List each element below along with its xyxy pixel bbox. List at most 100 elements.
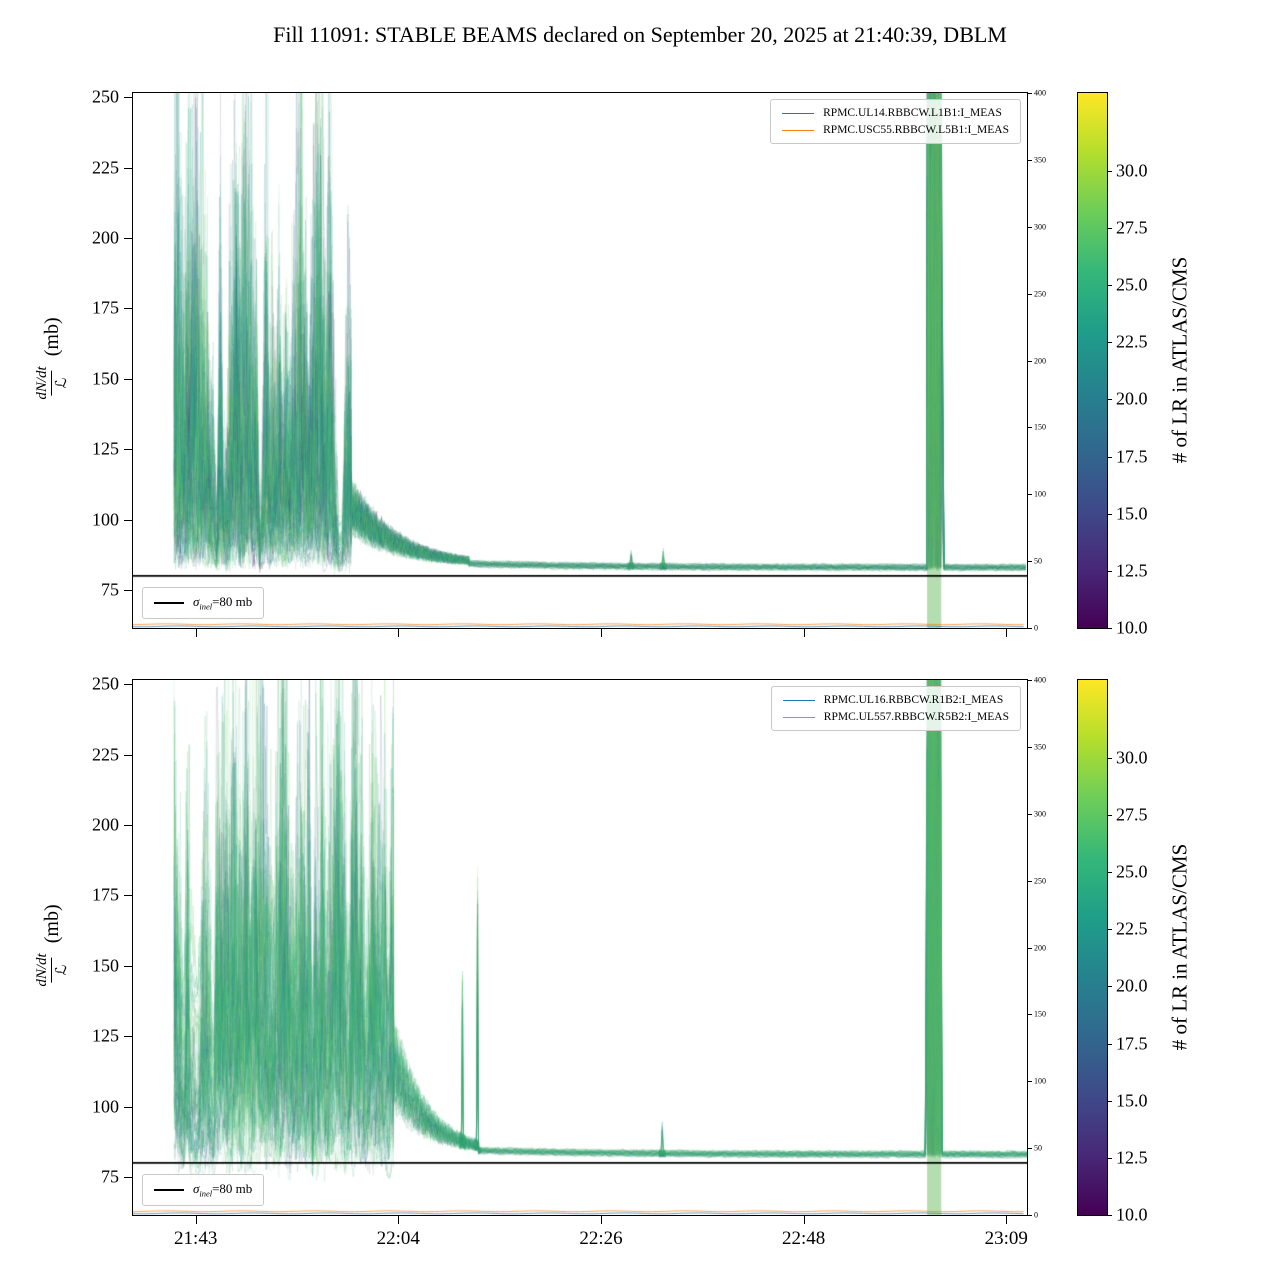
colorbar-tick	[1108, 1043, 1112, 1045]
ylabel-denominator: ℒ	[51, 370, 70, 396]
colorbar-tick	[1108, 342, 1112, 344]
right-y-tick-label: 50	[1034, 556, 1042, 566]
right-y-tick	[1028, 427, 1032, 429]
right-y-tick	[1028, 1081, 1032, 1083]
colorbar-tick-label: 12.5	[1116, 1147, 1148, 1168]
right-y-tick-label: 400	[1034, 88, 1046, 98]
plot-area-bottom: RPMC.UL16.RBBCW.R1B2:I_MEAS RPMC.UL557.R…	[132, 679, 1028, 1216]
right-y-tick-label: 300	[1034, 222, 1046, 232]
right-y-tick-label: 250	[1034, 876, 1046, 886]
colorbar-tick	[1108, 872, 1112, 874]
colorbar-tick-label: 10.0	[1116, 617, 1148, 638]
legend-line-orange-icon	[782, 716, 815, 718]
y-tick-label: 125	[92, 438, 119, 459]
colorbar-tick-label: 20.0	[1116, 388, 1148, 409]
sigma-line-icon	[154, 1189, 184, 1192]
colorbar-tick-label: 15.0	[1116, 503, 1148, 524]
right-y-tick	[1028, 360, 1032, 362]
colorbar-tick-label: 25.0	[1116, 861, 1148, 882]
x-tick	[601, 1216, 602, 1224]
y-tick	[124, 238, 132, 239]
legend-label: RPMC.UL16.RBBCW.R1B2:I_MEAS	[823, 694, 1004, 706]
legend-line-blue-icon	[782, 112, 815, 114]
y-axis-label-bottom: dN/dt ℒ (mb)	[34, 904, 70, 989]
x-tick	[601, 629, 602, 637]
y-axis-label-top: dN/dt ℒ (mb)	[34, 317, 70, 402]
y-tick-label: 250	[92, 673, 119, 694]
colorbar-tick	[1108, 1157, 1112, 1159]
y-tick	[124, 97, 132, 99]
legend-entry: RPMC.USC55.RBBCW.L5B1:I_MEAS	[782, 124, 1009, 136]
right-y-tick	[1028, 1148, 1032, 1150]
colorbar-tick-label: 22.5	[1116, 331, 1148, 352]
legend-label: RPMC.UL557.RBBCW.R5B2:I_MEAS	[823, 711, 1009, 723]
y-tick-label: 100	[92, 1096, 119, 1117]
y-tick-label: 150	[92, 368, 119, 389]
x-tick	[803, 1216, 805, 1224]
y-tick-label: 125	[92, 1025, 119, 1046]
legend-entry: RPMC.UL14.RBBCW.L1B1:I_MEAS	[782, 107, 1009, 119]
y-tick	[124, 895, 132, 897]
y-tick	[124, 1036, 132, 1038]
right-y-tick-label: 350	[1034, 742, 1046, 752]
colorbar-tick-label: 22.5	[1116, 918, 1148, 939]
right-y-tick-label: 0	[1034, 623, 1038, 633]
y-tick-label: 175	[92, 297, 119, 318]
y-tick	[124, 754, 132, 756]
sigma-legend-box-top: σinel=80 mb	[142, 587, 265, 619]
sigma-value: =80 mb	[212, 594, 253, 610]
y-tick-label: 200	[92, 814, 119, 835]
right-y-tick-label: 150	[1034, 422, 1046, 432]
x-tick-label: 23:09	[984, 1228, 1028, 1249]
x-tick	[803, 629, 805, 637]
right-y-tick-label: 200	[1034, 356, 1046, 365]
ylabel-unit: (mb)	[40, 317, 63, 357]
ylabel-unit: (mb)	[40, 904, 63, 944]
x-tick	[1006, 1216, 1008, 1224]
legend-label: RPMC.USC55.RBBCW.L5B1:I_MEAS	[823, 124, 1009, 136]
y-tick	[124, 519, 132, 521]
x-tick-label: 21:43	[174, 1228, 218, 1249]
colorbar-tick	[1108, 513, 1112, 515]
right-y-tick-label: 350	[1034, 155, 1046, 165]
sigma-line-icon	[154, 602, 184, 605]
y-tick	[124, 590, 132, 591]
sigma-value: =80 mb	[212, 1181, 253, 1197]
x-tick	[195, 1216, 197, 1224]
y-tick-label: 175	[92, 884, 119, 905]
x-tick-label: 22:04	[376, 1228, 420, 1249]
right-y-tick-label: 150	[1034, 1009, 1046, 1019]
plot-area-top: RPMC.UL14.RBBCW.L1B1:I_MEAS RPMC.USC55.R…	[132, 92, 1028, 629]
sigma-symbol: σ	[193, 594, 200, 610]
y-tick	[124, 965, 132, 967]
x-tick	[398, 1216, 400, 1224]
right-y-tick-label: 300	[1034, 809, 1046, 819]
sigma-subscript: inel	[199, 1189, 213, 1199]
colorbar-tick	[1108, 285, 1112, 287]
colorbar-tick-label: 17.5	[1116, 446, 1148, 466]
y-tick-label: 75	[101, 1166, 119, 1187]
colorbar-tick-label: 20.0	[1116, 975, 1148, 996]
legend-box-top: RPMC.UL14.RBBCW.L1B1:I_MEAS RPMC.USC55.R…	[770, 99, 1021, 144]
sigma-label: σinel=80 mb	[193, 1181, 252, 1199]
right-y-tick-label: 400	[1034, 675, 1046, 685]
colorbar-tick	[1108, 399, 1112, 401]
ylabel-numerator: dN/dt	[34, 366, 50, 400]
right-y-tick-label: 100	[1034, 489, 1046, 499]
colorbar-tick	[1108, 170, 1112, 172]
colorbar-tick	[1108, 227, 1112, 229]
y-tick-label: 150	[92, 955, 119, 976]
y-tick	[124, 1177, 132, 1178]
colorbar-tick-label: 30.0	[1116, 160, 1148, 181]
right-y-tick	[1028, 226, 1032, 228]
y-tick-label: 100	[92, 509, 119, 530]
y-tick-label: 225	[92, 744, 119, 765]
plot-canvas-bottom	[133, 680, 1027, 1215]
right-y-tick	[1028, 1215, 1032, 1216]
legend-entry: RPMC.UL557.RBBCW.R5B2:I_MEAS	[782, 711, 1009, 723]
right-y-tick	[1028, 880, 1032, 882]
colorbar-bottom	[1077, 679, 1108, 1216]
colorbar-tick-label: 30.0	[1116, 747, 1148, 768]
right-y-tick-label: 0	[1034, 1210, 1038, 1220]
